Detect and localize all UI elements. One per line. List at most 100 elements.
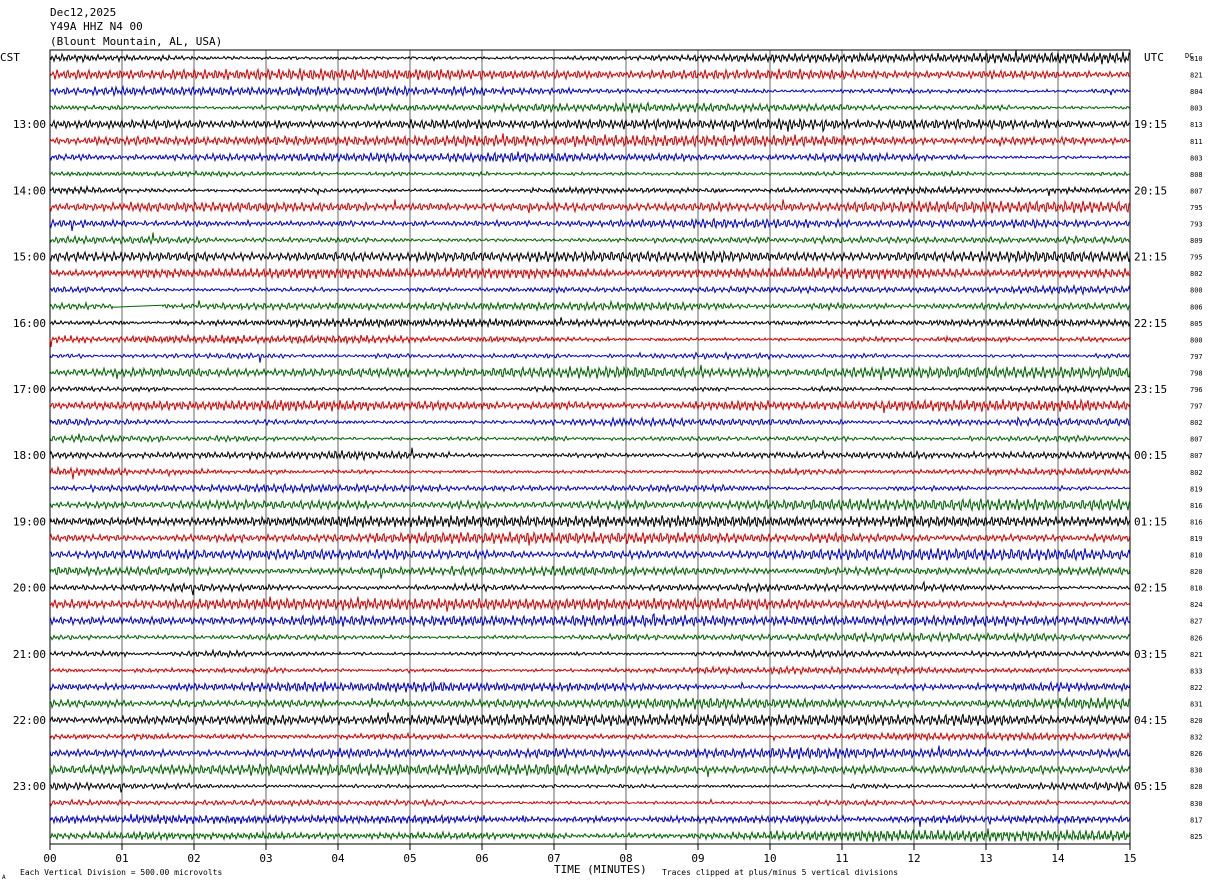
x-tick-label: 04 (331, 852, 345, 865)
trace-line (49, 283, 1131, 297)
dc-offset-label: 821 (1190, 72, 1203, 80)
dc-offset-label: 821 (1190, 651, 1203, 659)
dc-offset-label: 807 (1190, 187, 1203, 195)
dc-offset-label: 798 (1190, 369, 1203, 377)
trace-line (49, 780, 1131, 793)
left-axis-label: CST (0, 51, 20, 64)
x-tick-label: 00 (43, 852, 56, 865)
utc-hour-label: 23:15 (1134, 383, 1167, 396)
dc-offset-label: 830 (1190, 800, 1203, 808)
dc-offset-label: 824 (1190, 601, 1203, 609)
trace-line (49, 184, 1131, 197)
seismic-traces (49, 50, 1131, 843)
cst-hour-labels: 13:00 14:00 15:00 16:00 17:00 18:00 19:00 20:00… (13, 118, 46, 793)
trace-line (49, 217, 1131, 232)
dc-offset-label: 803 (1190, 154, 1203, 162)
trace-line (49, 67, 1131, 82)
dc-offset-label: 819 (1190, 485, 1203, 493)
dc-offset-label: 820 (1190, 717, 1203, 725)
dc-offset-label: 807 (1190, 452, 1203, 460)
trace-line (49, 712, 1131, 728)
dc-offset-label: 800 (1190, 336, 1203, 344)
dc-offset-label: 825 (1190, 833, 1203, 841)
scale-note: Each Vertical Division = 500.00 microvol… (20, 868, 222, 877)
dc-offset-label: 800 (1190, 287, 1203, 295)
dc-offset-label: 795 (1190, 254, 1203, 262)
trace-line (49, 813, 1131, 827)
utc-hour-label: 01:15 (1134, 515, 1167, 528)
dc-offset-label: 826 (1190, 634, 1203, 642)
header-location: (Blount Mountain, AL, USA) (50, 35, 222, 48)
trace-line (49, 398, 1131, 414)
dc-offset-label: 827 (1190, 618, 1203, 626)
cst-hour-label: 14:00 (13, 184, 46, 197)
minute-gridlines (121, 50, 1059, 844)
trace-line (49, 447, 1131, 462)
dc-offset-label: 833 (1190, 667, 1203, 675)
dc-offset-label: 810 (1190, 55, 1203, 63)
trace-line (49, 151, 1131, 164)
cst-hour-label: 22:00 (13, 714, 46, 727)
trace-line (49, 199, 1131, 214)
cst-hour-label: 13:00 (13, 118, 46, 131)
trace-line (49, 680, 1131, 693)
utc-hour-label: 05:15 (1134, 780, 1167, 793)
dc-offset-label: 820 (1190, 568, 1203, 576)
dc-offset-label: 802 (1190, 469, 1203, 477)
dc-offset-label: 816 (1190, 502, 1203, 510)
cst-hour-label: 18:00 (13, 449, 46, 462)
trace-line (49, 266, 1131, 281)
cst-hour-label: 15:00 (13, 251, 46, 264)
utc-hour-label: 03:15 (1134, 648, 1167, 661)
utc-hour-label: 00:15 (1134, 449, 1167, 462)
dc-offset-label: 805 (1190, 320, 1203, 328)
trace-line (49, 564, 1131, 579)
x-tick-label: 09 (691, 852, 704, 865)
x-tick-label: 02 (187, 852, 200, 865)
dc-offset-label: 832 (1190, 734, 1203, 742)
x-tick-label: 01 (115, 852, 128, 865)
right-axis-label: UTC (1144, 51, 1164, 64)
dc-offset-label: 797 (1190, 403, 1203, 411)
dc-offset-label: 795 (1190, 204, 1203, 212)
trace-line (49, 433, 1131, 444)
x-tick-label: 06 (475, 852, 488, 865)
x-tick-label: 08 (619, 852, 632, 865)
trace-line (49, 664, 1131, 677)
utc-hour-label: 21:15 (1134, 251, 1167, 264)
dc-offset-label: 811 (1190, 138, 1203, 146)
dc-offset-label: 797 (1190, 353, 1203, 361)
dc-offset-label: 806 (1190, 303, 1203, 311)
trace-line (49, 497, 1131, 513)
utc-hour-label: 04:15 (1134, 714, 1167, 727)
trace-line (49, 530, 1131, 546)
plot-frame (49, 49, 1131, 845)
utc-hour-label: 02:15 (1134, 582, 1167, 595)
dc-offset-label: 831 (1190, 700, 1203, 708)
cst-hour-label: 16:00 (13, 317, 46, 330)
dc-offset-labels: 810 821 804 803 813 811 803 808 807 795 793 809 795 8… (1190, 55, 1203, 841)
dc-offset-label: 802 (1190, 419, 1203, 427)
header-station: Y49A HHZ N4 00 (50, 20, 143, 33)
x-axis-title: TIME (MINUTES) (554, 863, 647, 876)
utc-hour-labels: 19:15 20:15 21:15 22:15 23:15 00:15 01:15 02:15… (1134, 118, 1167, 793)
x-tick-label: 05 (403, 852, 416, 865)
trace-line (49, 316, 1131, 329)
trace-line (49, 695, 1131, 711)
dc-label: DC (1185, 52, 1193, 60)
trace-line (49, 364, 1131, 380)
cst-hour-label: 20:00 (13, 582, 46, 595)
utc-hour-label: 20:15 (1134, 184, 1167, 197)
x-tick-label: 11 (835, 852, 848, 865)
dc-offset-label: 830 (1190, 767, 1203, 775)
trace-line (49, 117, 1131, 133)
data-gaps (113, 304, 162, 308)
trace-line (49, 648, 1131, 659)
x-tick-label: 14 (1051, 852, 1065, 865)
dc-offset-label: 817 (1190, 816, 1203, 824)
cst-hour-label: 23:00 (13, 780, 46, 793)
gap-segment (113, 304, 162, 308)
dc-offset-label: 804 (1190, 88, 1203, 96)
trace-line (49, 828, 1131, 843)
